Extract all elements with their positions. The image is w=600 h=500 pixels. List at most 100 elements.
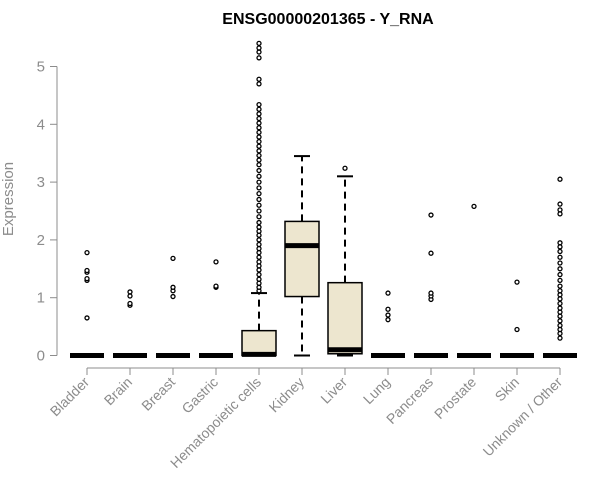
box-brain xyxy=(113,289,147,358)
outlier-point xyxy=(256,101,262,108)
outlier-point xyxy=(557,248,563,255)
box-breast xyxy=(156,255,190,358)
outlier-point xyxy=(428,290,434,296)
x-tick-label: Breast xyxy=(138,374,178,414)
outlier-point xyxy=(256,173,262,179)
box-gastric xyxy=(199,259,233,358)
x-tick-label: Liver xyxy=(317,374,350,407)
outlier-point xyxy=(256,111,262,117)
outlier-point xyxy=(385,312,391,318)
box-lung xyxy=(371,290,405,358)
outlier-point xyxy=(557,176,563,182)
outlier-point xyxy=(557,207,563,213)
outlier-point xyxy=(557,318,563,324)
outlier-point xyxy=(256,254,262,260)
outlier-point xyxy=(557,260,563,266)
y-tick-label: 4 xyxy=(37,116,45,133)
y-tick-label: 0 xyxy=(37,348,45,365)
outlier-point xyxy=(557,322,563,329)
outlier-point xyxy=(256,276,262,282)
outlier-point xyxy=(256,120,262,126)
outlier-point xyxy=(256,241,262,248)
outlier-point xyxy=(256,219,262,226)
outlier-point xyxy=(256,106,262,112)
box-kidney xyxy=(284,155,320,357)
box-liver xyxy=(327,165,363,357)
y-tick-label: 3 xyxy=(37,174,45,191)
outlier-point xyxy=(256,185,262,191)
y-tick-label: 1 xyxy=(37,290,45,307)
outlier-point xyxy=(557,277,563,284)
box-iqr xyxy=(241,329,277,357)
x-tick-label: Gastric xyxy=(178,374,221,417)
outlier-point xyxy=(256,214,262,220)
outlier-point xyxy=(213,259,219,265)
outlier-point xyxy=(256,55,262,61)
outlier-point xyxy=(256,167,262,174)
box-iqr xyxy=(327,281,363,355)
outlier-point xyxy=(170,293,176,300)
outlier-point xyxy=(256,196,262,203)
outlier-point xyxy=(256,152,262,159)
outlier-point xyxy=(256,76,262,82)
outlier-point xyxy=(84,315,90,321)
outlier-point xyxy=(256,148,262,154)
box-unknown-other xyxy=(543,176,577,358)
x-tick-label: Pancreas xyxy=(383,374,436,427)
outlier-point xyxy=(256,134,262,140)
outlier-point xyxy=(256,202,262,208)
box-pancreas xyxy=(414,212,448,358)
outlier-point xyxy=(557,240,563,246)
outlier-point xyxy=(256,40,262,47)
outlier-point xyxy=(256,259,262,265)
outlier-point xyxy=(385,317,391,323)
chart-title: ENSG00000201365 - Y_RNA xyxy=(222,11,434,28)
outlier-point xyxy=(557,283,563,289)
outlier-point xyxy=(342,165,348,171)
outlier-point xyxy=(84,275,90,282)
x-tick-label: Prostate xyxy=(431,374,479,422)
x-tick-label: Bladder xyxy=(47,374,93,420)
outlier-point xyxy=(256,138,262,145)
outlier-point xyxy=(256,224,262,230)
outlier-point xyxy=(471,203,477,210)
x-tick-label: Skin xyxy=(492,374,523,405)
outlier-point xyxy=(127,289,133,295)
outlier-point xyxy=(256,45,262,51)
outlier-point xyxy=(557,288,563,294)
outlier-point xyxy=(557,266,563,272)
outlier-point xyxy=(256,179,262,185)
outlier-point xyxy=(256,143,262,149)
outlier-point xyxy=(557,201,563,207)
x-tick-label: Lung xyxy=(360,374,393,407)
y-tick-label: 2 xyxy=(37,232,45,249)
outlier-point xyxy=(256,162,262,168)
outlier-point xyxy=(256,237,262,243)
x-tick-label: Unknown / Other xyxy=(480,374,566,460)
outlier-point xyxy=(84,267,90,274)
box-iqr xyxy=(284,220,320,298)
outlier-point xyxy=(256,191,262,197)
x-tick-label: Kidney xyxy=(266,374,308,416)
y-tick-label: 5 xyxy=(37,59,45,76)
outlier-point xyxy=(256,129,262,136)
outlier-point xyxy=(256,125,262,131)
outlier-point xyxy=(428,212,434,218)
outlier-point xyxy=(213,283,219,289)
x-tick-label: Brain xyxy=(101,374,135,408)
y-axis-label: Expression xyxy=(0,162,17,236)
outlier-point xyxy=(557,271,563,278)
plot-area xyxy=(70,40,577,358)
box-bladder xyxy=(70,249,104,358)
outlier-point xyxy=(256,115,262,122)
outlier-point xyxy=(557,305,563,311)
outlier-point xyxy=(256,208,262,214)
outlier-point xyxy=(170,284,176,290)
outlier-point xyxy=(256,271,262,278)
outlier-point xyxy=(514,279,520,285)
outlier-point xyxy=(557,300,563,307)
outlier-point xyxy=(170,255,176,262)
y-axis: 0 1 2 3 4 5 xyxy=(37,59,58,365)
